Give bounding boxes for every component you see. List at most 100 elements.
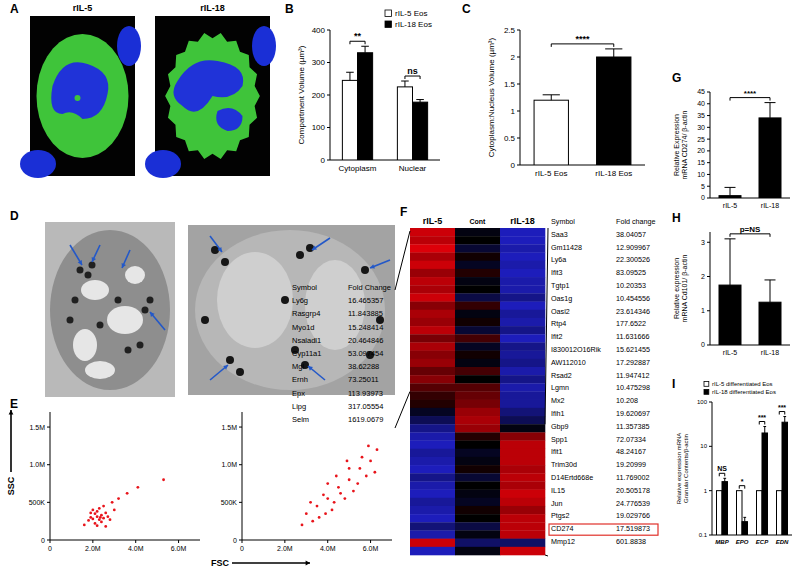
table-cell: Trim30d: [551, 460, 577, 469]
table-cell: 24.776539: [616, 499, 650, 508]
x-tick-label: rIL-18 Eos: [595, 169, 632, 178]
panel-label: F: [400, 205, 407, 219]
y-axis: [710, 232, 711, 345]
table-cell: 19.20999: [616, 460, 646, 469]
heatmap-cell: [500, 498, 545, 506]
heatmap-cell: [500, 408, 545, 416]
table-cell: 16.465357: [348, 296, 383, 305]
legend-swatch: [385, 10, 391, 16]
highlight-box: [549, 524, 658, 535]
y-axis-label: Cytoplasm:Nucleus Volume (µm³): [487, 38, 496, 158]
connector: [545, 555, 548, 556]
point: [111, 501, 114, 504]
x-tick: [92, 540, 93, 543]
y-tick: [709, 490, 712, 491]
heatmap-cell: [455, 530, 500, 538]
heatmap-cell: [500, 302, 545, 310]
points: [301, 444, 379, 526]
table-cell: Ifit2: [551, 332, 563, 341]
table-cell: Rtp4: [551, 319, 566, 328]
heatmap-cell: [455, 334, 500, 342]
y-tick: [239, 540, 242, 541]
heatmap-cell: [500, 293, 545, 301]
heatmap-cell: [500, 236, 545, 244]
x-tick-label: EDN: [776, 539, 789, 545]
heatmap-cell: [455, 457, 500, 465]
point: [356, 482, 359, 485]
heatmap-cell: [500, 285, 545, 293]
heatmap-cell: [500, 244, 545, 252]
heatmap-cell: [500, 539, 545, 547]
table-cell: Jun: [551, 499, 563, 508]
table-cell: 317.05554: [348, 402, 383, 411]
y-tick: [47, 464, 50, 465]
y-tick-label: 1.5M: [221, 424, 237, 431]
scatter-plot: 02.0M4.0M6.0M0500K1.0M1.5M: [221, 412, 392, 552]
significance-label: ***: [778, 404, 786, 411]
arrow-head: [370, 264, 375, 268]
granule: [142, 307, 149, 314]
heatmap-cell: [455, 490, 500, 498]
x-tick-label: rIL-18: [761, 202, 779, 209]
cell-body: [50, 230, 170, 390]
heatmap-cell: [500, 383, 545, 391]
x-tick-label: 2.0M: [277, 545, 293, 552]
vacuole: [125, 266, 145, 284]
heatmap-cell: [410, 285, 455, 293]
heatmap-cell: [455, 310, 500, 318]
heatmap-cell: [455, 269, 500, 277]
figure: ABCDEFGHIrIL-5rIL-180100200300400Cytopla…: [0, 0, 800, 570]
table-cell: Spp1: [551, 435, 568, 444]
point: [361, 456, 364, 459]
table-cell: Rasgrp4: [292, 309, 320, 318]
connector: [545, 228, 548, 424]
point: [316, 505, 319, 508]
y-tick: [327, 95, 330, 96]
y-axis: [50, 412, 51, 540]
arrow-head: [9, 410, 14, 414]
point: [333, 501, 336, 504]
bar: [597, 57, 631, 165]
table-cell: 17.519873: [616, 524, 650, 533]
granule: [85, 272, 92, 279]
error-bar: [765, 103, 776, 118]
point: [113, 508, 116, 511]
x-tick: [135, 540, 136, 543]
heatmap-cell: [410, 449, 455, 457]
point: [346, 460, 349, 463]
cell-nucleus: [216, 108, 242, 131]
bar-chart: 0.1110100MBPEPOECPEDNRelative expression…: [676, 381, 792, 545]
table-cell: Lgmn: [551, 383, 569, 392]
point: [369, 460, 372, 463]
point: [104, 511, 107, 514]
heatmap-cell: [410, 506, 455, 514]
y-tick-label: 1.5M: [29, 424, 45, 431]
table-cell: CD274: [551, 524, 573, 533]
point: [322, 493, 325, 496]
heatmap-cell: [500, 228, 545, 236]
table-cell: 53.097454: [348, 349, 383, 358]
table-header: Symbol: [551, 217, 575, 226]
y-tick: [517, 165, 520, 166]
cell-nucleus: [51, 62, 108, 119]
point: [326, 497, 329, 500]
y-tick: [707, 345, 710, 346]
point: [326, 482, 329, 485]
granule: [147, 297, 154, 304]
error-bar: [361, 46, 369, 53]
granule: [97, 322, 104, 329]
heatmap-cell: [500, 506, 545, 514]
cell-cytoplasm: [37, 34, 129, 158]
y-tick-label: 2: [511, 53, 516, 62]
significance-label: *: [741, 478, 744, 485]
arrow-head: [92, 257, 96, 262]
heatmap-cell: [410, 236, 455, 244]
point: [126, 492, 129, 495]
point: [102, 517, 105, 520]
point: [83, 524, 86, 527]
legend-swatch: [704, 382, 709, 387]
heatmap-cell: [455, 522, 500, 530]
y-axis: [242, 412, 243, 540]
y-tick: [239, 427, 242, 428]
heatmap-cell: [455, 432, 500, 440]
